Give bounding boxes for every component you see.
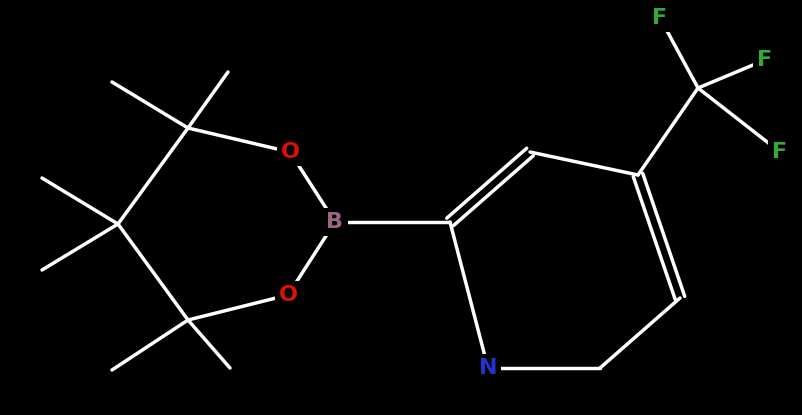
- Text: O: O: [278, 285, 298, 305]
- Text: F: F: [757, 50, 772, 70]
- Text: B: B: [326, 212, 343, 232]
- Text: F: F: [772, 142, 788, 162]
- Text: F: F: [653, 8, 667, 28]
- Text: N: N: [479, 358, 497, 378]
- Text: O: O: [281, 142, 299, 162]
